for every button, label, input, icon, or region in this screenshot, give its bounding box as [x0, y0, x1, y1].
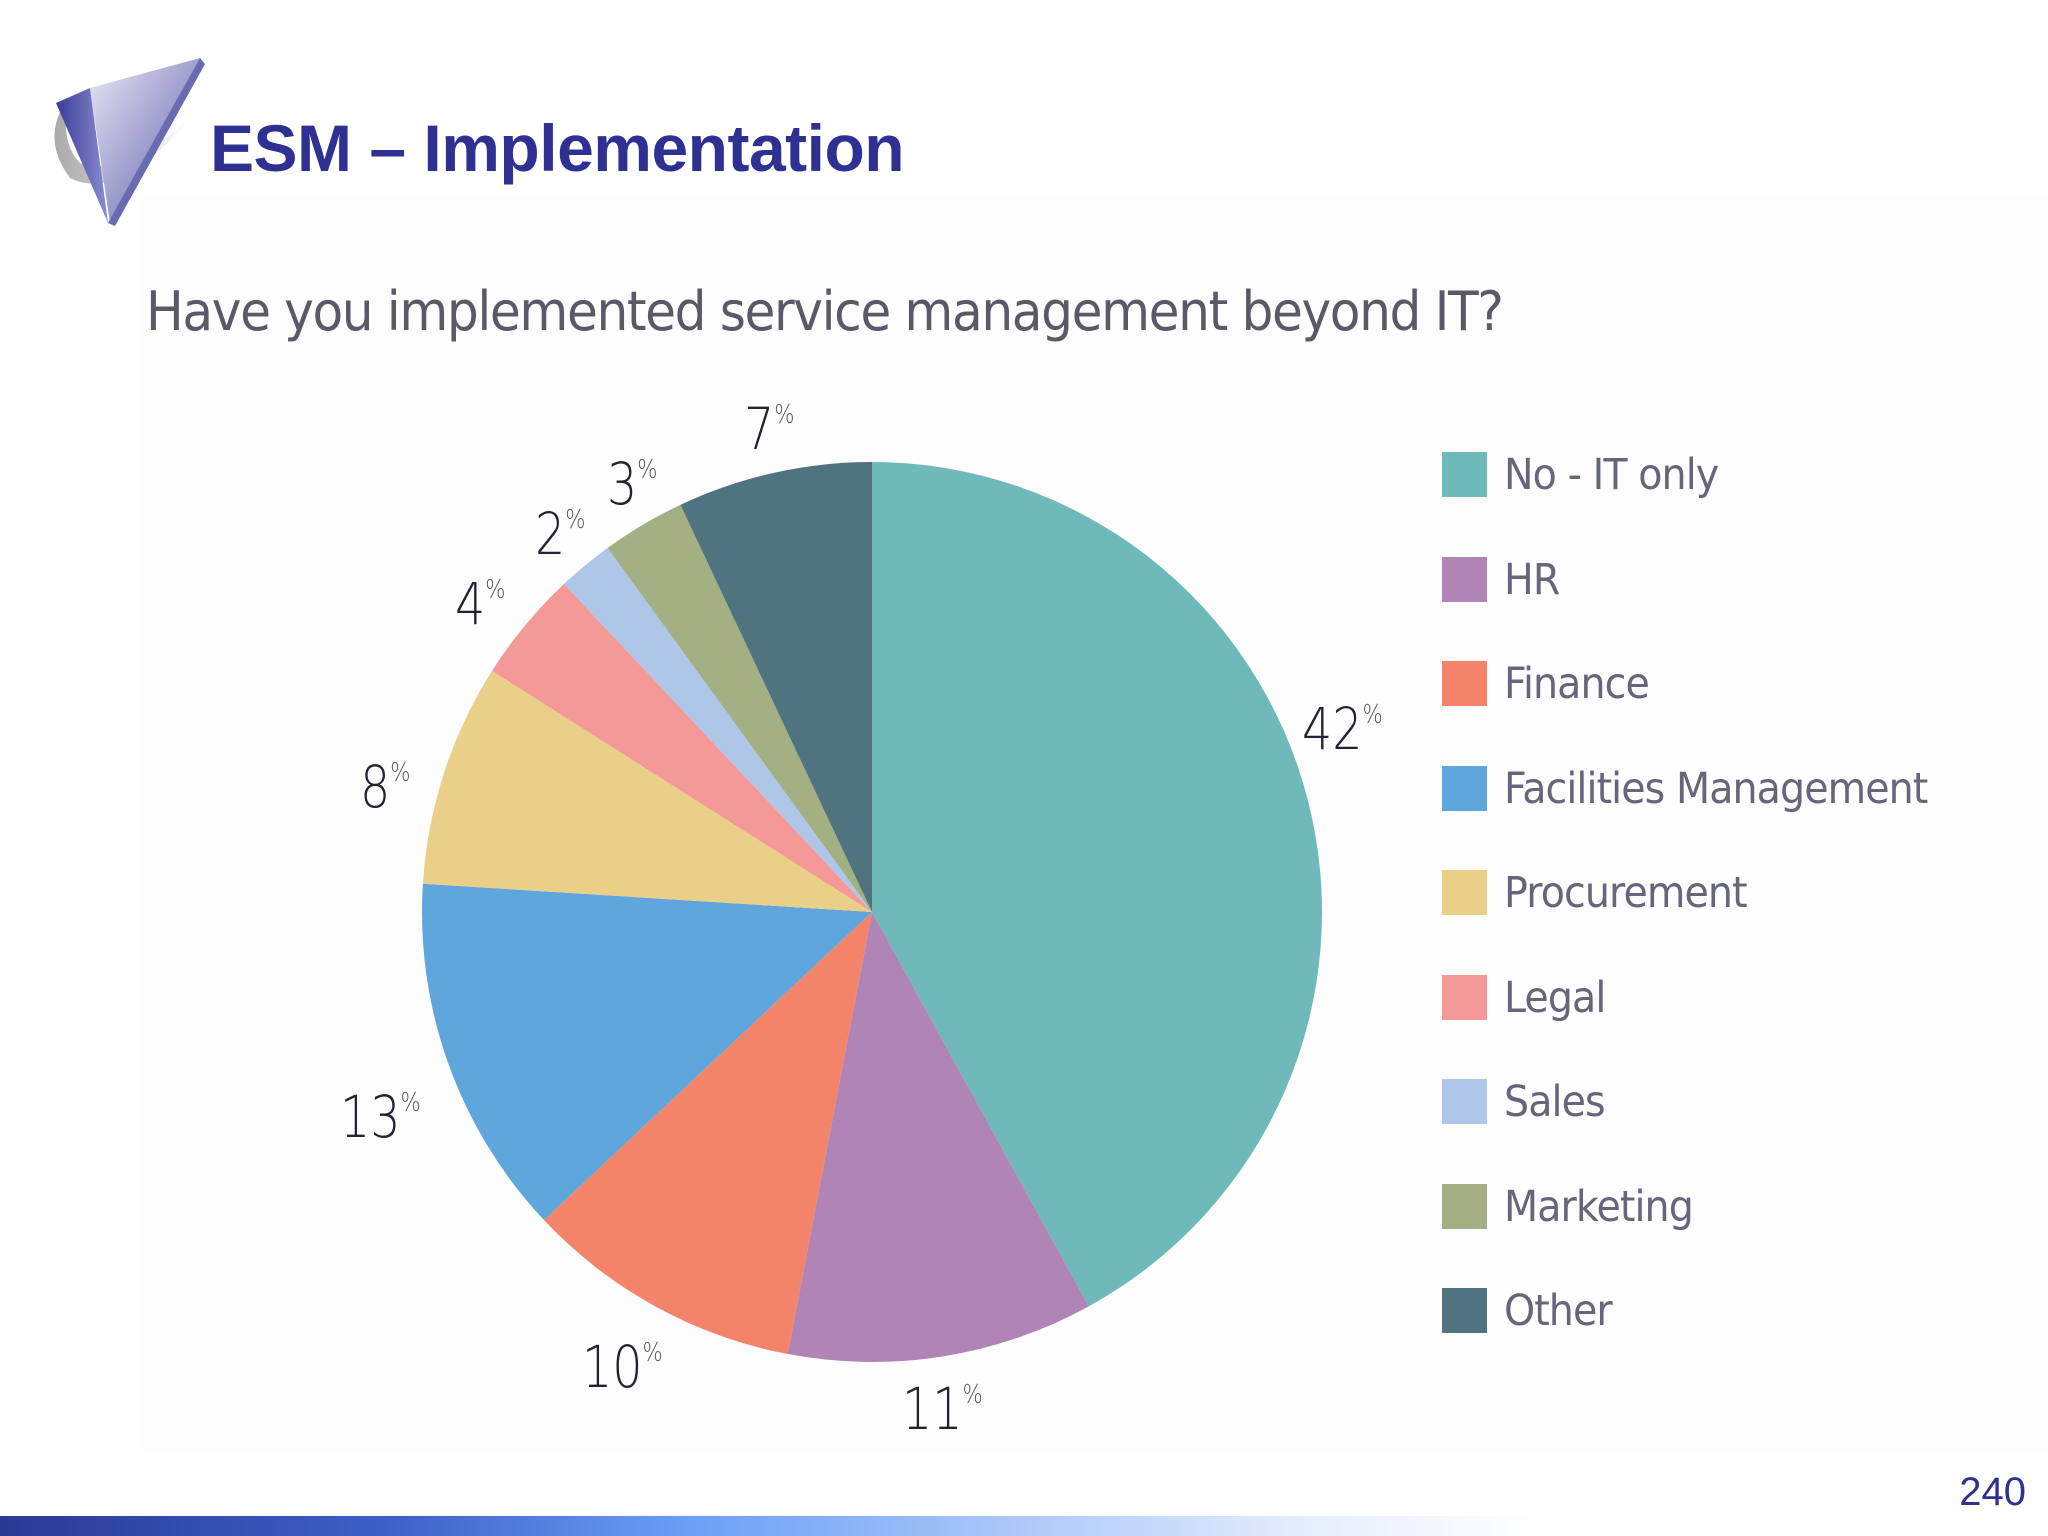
pie-slice-finance	[543, 912, 872, 1355]
slice-value-number: 11	[902, 1375, 963, 1443]
pie-slice-procurement	[422, 670, 872, 912]
pie-slice-legal	[492, 583, 872, 912]
company-logo-icon	[54, 58, 205, 226]
percent-sign: %	[565, 505, 586, 535]
percent-sign: %	[390, 758, 411, 788]
slice-value-number: 2	[535, 500, 566, 568]
percent-sign: %	[642, 1338, 663, 1368]
legend-swatch-icon	[1442, 452, 1487, 497]
slice-value-number: 4	[455, 570, 486, 638]
page-number: 240	[1959, 1470, 2026, 1514]
slice-value-label: 3%	[607, 455, 658, 513]
slice-value-number: 10	[582, 1333, 643, 1401]
slice-value-label: 7%	[744, 400, 795, 458]
legend-label: Marketing	[1504, 1181, 1694, 1232]
slice-value-number: 3	[607, 450, 638, 518]
percent-sign: %	[962, 1380, 983, 1410]
slice-value-label: 8%	[360, 758, 411, 816]
legend-swatch-icon	[1442, 1079, 1487, 1124]
slice-value-label: 10%	[582, 1338, 663, 1396]
legend-label: HR	[1504, 554, 1560, 605]
pie-slice-facilities-management	[421, 883, 872, 1221]
pie-slice-marketing	[607, 504, 872, 912]
slice-value-label: 4%	[455, 575, 506, 633]
slice-value-label: 11%	[902, 1380, 983, 1438]
pie-slice-sales	[563, 547, 872, 912]
legend-swatch-icon	[1442, 870, 1487, 915]
pie-slice-no-it-only	[872, 462, 1323, 1307]
pie-slice-other	[680, 462, 872, 912]
slice-value-label: 42%	[1302, 700, 1383, 758]
slice-value-number: 7	[744, 395, 775, 463]
slice-value-number: 13	[340, 1083, 401, 1151]
slice-value-number: 42	[1302, 695, 1363, 763]
legend-label: Finance	[1504, 659, 1650, 709]
legend-swatch-icon	[1442, 1288, 1487, 1333]
chart-title: Have you implemented service management …	[146, 280, 1504, 343]
slice-value-label: 13%	[340, 1088, 421, 1146]
percent-sign: %	[637, 455, 658, 485]
legend-label: No - IT only	[1504, 450, 1719, 500]
legend-swatch-icon	[1442, 661, 1487, 706]
percent-sign: %	[1362, 700, 1383, 730]
percent-sign: %	[400, 1088, 421, 1118]
legend-swatch-icon	[1442, 974, 1487, 1020]
slice-value-number: 8	[360, 753, 391, 821]
legend-swatch-icon	[1442, 1183, 1487, 1229]
footer-gradient-bar	[0, 1516, 1540, 1536]
legend-label: Facilities Management	[1504, 763, 1928, 814]
legend-label: Sales	[1504, 1077, 1606, 1127]
legend-label: Procurement	[1504, 868, 1748, 918]
percent-sign: %	[485, 575, 506, 605]
percent-sign: %	[774, 400, 795, 430]
legend-swatch-icon	[1442, 556, 1487, 602]
legend-label: Other	[1504, 1286, 1613, 1336]
slide-title: ESM – Implementation	[210, 111, 905, 185]
slice-value-label: 2%	[535, 505, 586, 563]
pie-slice-hr	[787, 912, 1089, 1362]
legend-label: Legal	[1504, 972, 1606, 1023]
legend-swatch-icon	[1442, 765, 1487, 811]
